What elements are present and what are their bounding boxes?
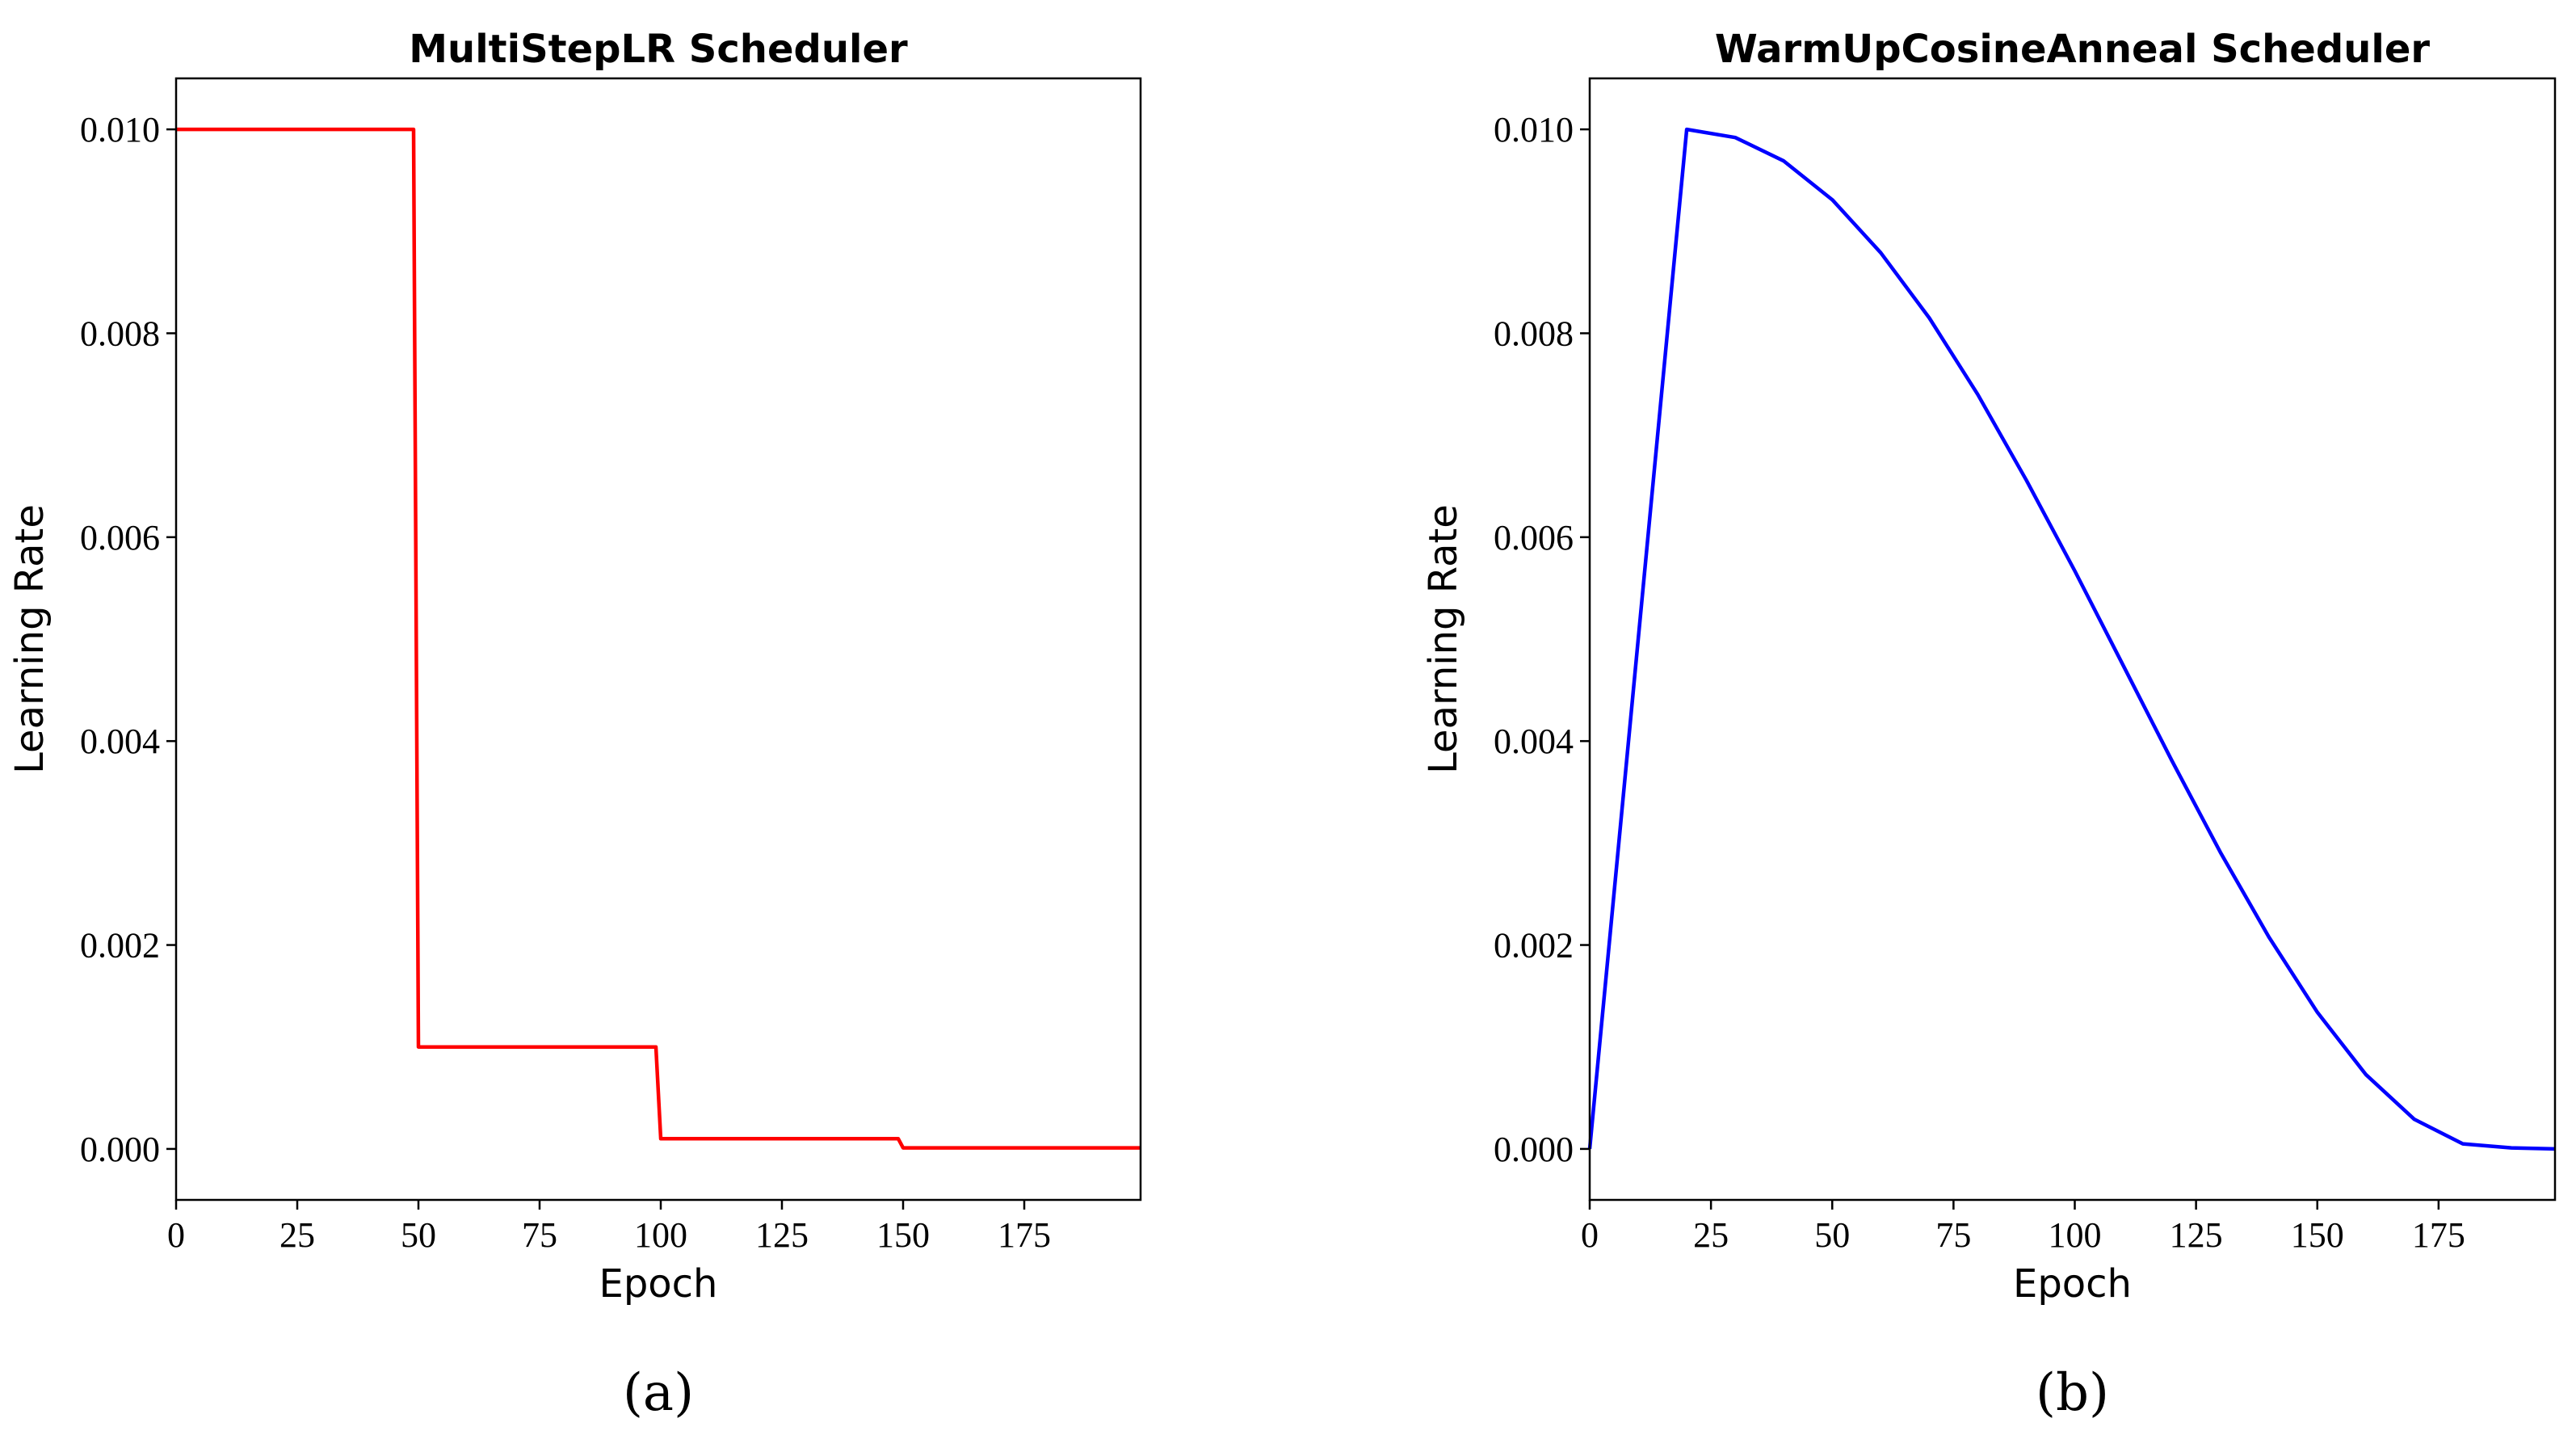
x-tick-label: 0 bbox=[167, 1215, 185, 1255]
chart-panel-a: 0 25 50 75 100 125 150 175 0.000 0.002 0.004 0.006 0… bbox=[7, 27, 1142, 1423]
x-tick-label: 175 bbox=[998, 1215, 1051, 1255]
plot-frame bbox=[174, 77, 1142, 1202]
y-tick-label: 0.000 bbox=[80, 1130, 160, 1169]
x-tick-label: 150 bbox=[876, 1215, 930, 1255]
chart-title: WarmUpCosineAnneal Scheduler bbox=[1715, 27, 2430, 72]
x-tick-label: 75 bbox=[1935, 1215, 1971, 1255]
x-tick-label: 25 bbox=[279, 1215, 315, 1255]
y-tick-label: 0.002 bbox=[80, 926, 160, 966]
y-tick-label: 0.002 bbox=[1494, 926, 1574, 966]
x-tick-label: 75 bbox=[522, 1215, 557, 1255]
y-tick-label: 0.000 bbox=[1494, 1130, 1574, 1169]
y-tick-label: 0.008 bbox=[1494, 314, 1574, 353]
x-tick-label: 0 bbox=[1581, 1215, 1599, 1255]
subfigure-caption: (a) bbox=[623, 1363, 694, 1423]
x-tick-label: 100 bbox=[2049, 1215, 2102, 1255]
y-tick-label: 0.004 bbox=[1494, 722, 1574, 761]
y-tick-label: 0.006 bbox=[1494, 518, 1574, 558]
x-tick-label: 100 bbox=[634, 1215, 687, 1255]
x-tick-label: 25 bbox=[1693, 1215, 1729, 1255]
x-tick-label: 50 bbox=[401, 1215, 436, 1255]
y-tick-label: 0.010 bbox=[80, 110, 160, 149]
x-tick-label: 125 bbox=[2170, 1215, 2223, 1255]
x-tick-label: 125 bbox=[755, 1215, 809, 1255]
y-axis-label: Learning Rate bbox=[1421, 504, 1466, 774]
x-tick-label: 50 bbox=[1814, 1215, 1850, 1255]
y-tick-label: 0.008 bbox=[80, 314, 160, 353]
plot-frame bbox=[1588, 77, 2557, 1202]
x-axis-label: Epoch bbox=[599, 1261, 718, 1307]
y-axis-label: Learning Rate bbox=[7, 504, 53, 774]
x-tick-label: 175 bbox=[2412, 1215, 2465, 1255]
chart-title: MultiStepLR Scheduler bbox=[409, 27, 908, 72]
x-axis-label: Epoch bbox=[2013, 1261, 2132, 1307]
series-line bbox=[1587, 127, 2556, 1151]
y-tick-label: 0.004 bbox=[80, 722, 160, 761]
chart-panel-b: 0 25 50 75 100 125 150 175 0.000 0.002 0.004 0.006 0… bbox=[1421, 27, 2557, 1423]
y-tick-label: 0.006 bbox=[80, 518, 160, 558]
y-tick-label: 0.010 bbox=[1494, 110, 1574, 149]
subfigure-caption: (b) bbox=[2036, 1363, 2109, 1423]
x-tick-label: 150 bbox=[2291, 1215, 2344, 1255]
series-line bbox=[176, 127, 1141, 1150]
